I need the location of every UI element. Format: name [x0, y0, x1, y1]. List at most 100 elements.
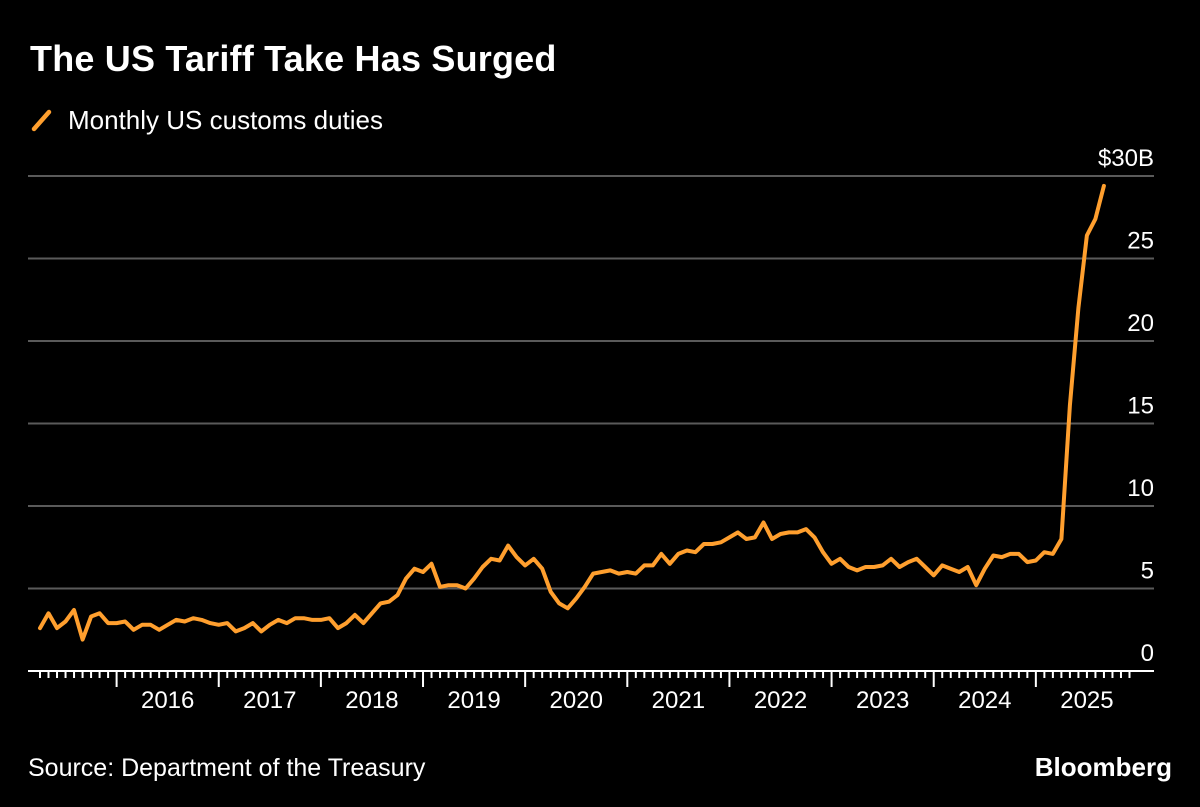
data-point — [1009, 553, 1012, 555]
data-point — [47, 612, 50, 615]
data-point — [1017, 553, 1020, 555]
data-point — [549, 591, 552, 593]
data-point — [983, 567, 986, 570]
data-point — [822, 551, 824, 553]
gridlines — [28, 175, 1154, 590]
x-tick-label: 2019 — [447, 687, 500, 714]
data-point — [626, 571, 629, 573]
data-point — [898, 566, 901, 568]
data-point — [796, 531, 799, 534]
data-point — [711, 543, 714, 545]
x-tick-label: 2023 — [856, 687, 909, 714]
data-point — [149, 624, 152, 626]
data-point — [847, 566, 850, 568]
data-point — [532, 558, 535, 560]
data-point — [643, 564, 646, 567]
data-point — [566, 607, 569, 610]
data-point — [464, 587, 467, 590]
x-tick-label: 2017 — [243, 687, 296, 714]
data-point — [200, 619, 203, 621]
data-point — [132, 628, 135, 631]
data-point — [166, 624, 169, 626]
data-point — [890, 558, 892, 560]
data-point — [456, 584, 458, 586]
y-tick-label: 25 — [1127, 228, 1154, 255]
y-tick-label: $30B — [1098, 145, 1154, 172]
x-tick-label: 2025 — [1060, 687, 1113, 714]
data-point — [1052, 553, 1054, 555]
data-point — [813, 536, 816, 539]
data-point — [677, 553, 680, 555]
data-point — [371, 612, 373, 615]
data-point — [686, 549, 688, 552]
data-point — [354, 614, 356, 616]
x-axis-labels: 2016 2017 2018 2019 2020 2021 2022 2023 2024 2025 — [141, 687, 1114, 714]
data-point — [703, 543, 705, 545]
y-tick-label: 15 — [1127, 393, 1154, 420]
data-point — [107, 622, 109, 624]
x-axis — [28, 670, 1154, 687]
data-point — [345, 622, 348, 624]
data-point — [583, 586, 586, 588]
data-point — [183, 620, 186, 623]
data-point — [473, 577, 475, 580]
data-point — [975, 584, 978, 586]
data-point — [490, 558, 492, 560]
data-point — [507, 544, 509, 547]
data-point — [98, 612, 101, 615]
data-point — [1026, 561, 1029, 563]
data-point — [73, 609, 75, 611]
data-point — [81, 638, 84, 641]
data-point — [447, 584, 450, 586]
data-point — [498, 559, 501, 562]
data-point — [524, 564, 526, 567]
data-point — [515, 556, 518, 558]
legend-line-icon — [31, 109, 52, 132]
data-point — [805, 528, 807, 530]
data-point — [864, 566, 867, 568]
data-point — [269, 624, 271, 626]
data-point — [115, 622, 118, 624]
data-point — [388, 600, 390, 603]
data-point — [396, 594, 399, 596]
data-point — [1060, 538, 1063, 540]
data-point — [634, 572, 637, 575]
data-point — [277, 619, 280, 621]
data-point — [1077, 307, 1080, 309]
series-line-1 — [38, 183, 1106, 642]
data-point — [1069, 404, 1071, 407]
data-point — [405, 577, 407, 580]
data-point — [422, 571, 424, 573]
data-point — [958, 571, 961, 573]
data-point — [949, 567, 952, 570]
data-point — [243, 627, 246, 629]
data-point — [1000, 556, 1003, 558]
data-point — [124, 620, 126, 623]
x-tick-label: 2016 — [141, 687, 194, 714]
data-point — [558, 602, 560, 605]
data-point — [362, 622, 365, 624]
data-point — [1035, 559, 1037, 562]
brand-logo: Bloomberg — [1034, 752, 1172, 782]
data-point — [771, 538, 773, 540]
y-tick-label: 0 — [1141, 640, 1154, 667]
x-tick-label: 2020 — [550, 687, 603, 714]
data-point — [745, 538, 748, 540]
data-point — [720, 541, 722, 544]
data-point — [652, 564, 654, 567]
data-point — [907, 561, 909, 563]
data-point — [669, 562, 671, 565]
data-point — [251, 622, 254, 624]
data-point — [728, 536, 731, 539]
data-point — [141, 624, 143, 626]
data-point — [1094, 218, 1097, 220]
data-point — [328, 617, 331, 619]
data-point — [294, 617, 297, 619]
source-note: Source: Department of the Treasury — [28, 754, 426, 782]
data-point — [481, 566, 484, 568]
data-point — [779, 533, 782, 535]
data-point — [64, 620, 67, 623]
legend: Monthly US customs duties — [30, 104, 383, 136]
data-point — [192, 617, 195, 619]
